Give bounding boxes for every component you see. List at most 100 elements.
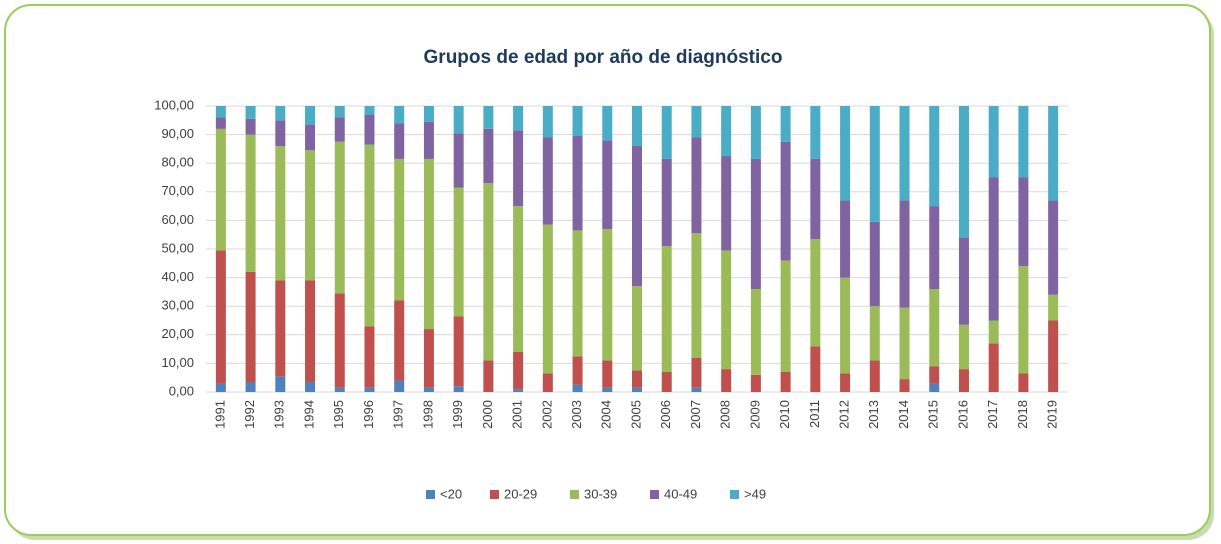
x-tick-label: 2016 <box>955 400 970 429</box>
legend-label: <20 <box>440 486 462 501</box>
x-tick-label: 2014 <box>896 400 911 429</box>
bar-segment <box>513 206 524 352</box>
bar-segment <box>423 387 434 392</box>
bar-segment <box>513 130 524 207</box>
bar-segment <box>215 128 226 251</box>
bar-segment <box>1018 106 1029 178</box>
bar-segment <box>780 141 791 261</box>
bar-segment <box>958 324 969 370</box>
bar-segment <box>721 250 732 370</box>
bar-segment <box>275 376 286 392</box>
x-tick-label: 2017 <box>985 400 1000 429</box>
chart-title: Grupos de edad por año de diagnóstico <box>424 47 783 68</box>
legend-swatch <box>650 490 659 499</box>
bar-segment <box>602 106 613 141</box>
bar-segment <box>810 158 821 239</box>
bar-segment <box>572 136 583 231</box>
bar-segment <box>275 106 286 121</box>
bar-segment <box>988 343 999 392</box>
bar-segment <box>750 106 761 159</box>
bar-segment <box>572 230 583 357</box>
bar-segment <box>542 106 553 138</box>
x-tick-label: 2008 <box>718 400 733 429</box>
bar-segment <box>691 137 702 234</box>
bar-segment <box>661 106 672 159</box>
bar-segment <box>572 384 583 392</box>
bar-segment <box>364 387 375 392</box>
x-tick-label: 2006 <box>658 400 673 429</box>
bar-segment <box>721 369 732 392</box>
bar-segment <box>780 106 791 142</box>
bar-segment <box>423 158 434 330</box>
bar-segment <box>453 316 464 387</box>
bar-segment <box>1018 373 1029 392</box>
x-tick-label: 1997 <box>391 400 406 429</box>
x-tick-label: 1995 <box>331 400 346 429</box>
bar-segment <box>988 320 999 344</box>
x-tick-label: 2001 <box>510 400 525 429</box>
bar-segment <box>394 380 405 392</box>
bar-segment <box>1048 320 1059 392</box>
bar-segment <box>691 106 702 138</box>
bar-segment <box>1048 200 1059 295</box>
y-tick-label: 60,00 <box>161 212 194 227</box>
bar-segment <box>394 106 405 124</box>
bar-segment <box>513 351 524 390</box>
bar-segment <box>1018 177 1029 267</box>
bar-segment <box>602 228 613 361</box>
y-tick-label: 100,00 <box>154 97 194 112</box>
bar-segment <box>334 141 345 294</box>
x-tick-label: 2000 <box>480 400 495 429</box>
bar-segment <box>661 371 672 392</box>
x-tick-label: 2002 <box>539 400 554 429</box>
bar-segment <box>929 289 940 367</box>
bar-segment <box>1048 294 1059 321</box>
bar-segment <box>602 360 613 388</box>
bar-segment <box>364 326 375 388</box>
bar-segment <box>275 280 286 377</box>
legend-swatch <box>426 490 435 499</box>
bar-segment <box>1018 266 1029 374</box>
y-tick-label: 40,00 <box>161 269 194 284</box>
bar-segment <box>988 106 999 178</box>
bar-segment <box>691 357 702 388</box>
bar-segment <box>394 300 405 381</box>
bar-segment <box>305 124 316 151</box>
x-tick-label: 2011 <box>807 400 822 428</box>
bar-segment <box>423 121 434 159</box>
bar-segment <box>840 277 851 374</box>
bar-segment <box>364 114 375 145</box>
y-tick-label: 30,00 <box>161 298 194 313</box>
bar-segment <box>929 383 940 392</box>
bar-segment <box>453 106 464 134</box>
bar-segment <box>632 370 642 388</box>
bar-segment <box>869 360 880 392</box>
bar-segment <box>513 106 524 131</box>
bar-segment <box>334 387 345 392</box>
bar-segment <box>305 106 316 125</box>
legend-label: 30-39 <box>584 486 617 501</box>
y-tick-label: 20,00 <box>161 326 194 341</box>
bar-segment <box>899 106 910 201</box>
bar-segment <box>572 356 583 385</box>
x-tick-label: 1994 <box>301 400 316 429</box>
bar-segment <box>572 106 583 137</box>
bar-segment <box>721 106 732 157</box>
x-tick-label: 2007 <box>688 400 703 429</box>
bar-segment <box>988 177 999 321</box>
bar-segment <box>245 106 256 119</box>
bar-segment <box>661 246 672 372</box>
bar-segment <box>453 187 464 317</box>
bar-segment <box>334 117 345 142</box>
bar-segment <box>483 106 494 129</box>
bar-segment <box>632 387 642 392</box>
bar-segment <box>632 146 642 287</box>
bar-segment <box>275 146 286 281</box>
bar-segment <box>958 369 969 392</box>
legend-swatch <box>730 490 739 499</box>
bar-segment <box>215 106 226 118</box>
bar-segment <box>275 120 286 147</box>
bar-segment <box>245 118 256 135</box>
bar-segment <box>215 250 226 384</box>
